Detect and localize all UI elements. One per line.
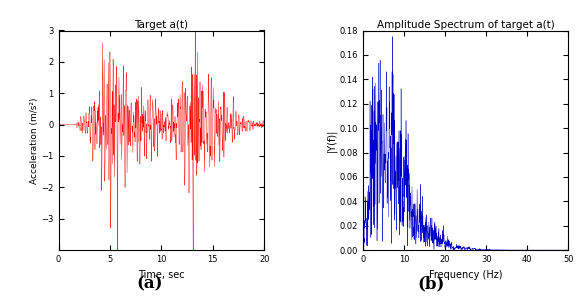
- Title: Target a(t): Target a(t): [134, 20, 188, 30]
- Y-axis label: Acceleration (m/s²): Acceleration (m/s²): [29, 97, 39, 184]
- X-axis label: Time, sec: Time, sec: [138, 270, 185, 279]
- X-axis label: Frequency (Hz): Frequency (Hz): [429, 270, 502, 279]
- Y-axis label: |Y(f)|: |Y(f)|: [326, 129, 337, 152]
- Text: (a): (a): [136, 276, 163, 293]
- Title: Amplitude Spectrum of target a(t): Amplitude Spectrum of target a(t): [377, 20, 554, 30]
- Text: (b): (b): [417, 276, 444, 293]
